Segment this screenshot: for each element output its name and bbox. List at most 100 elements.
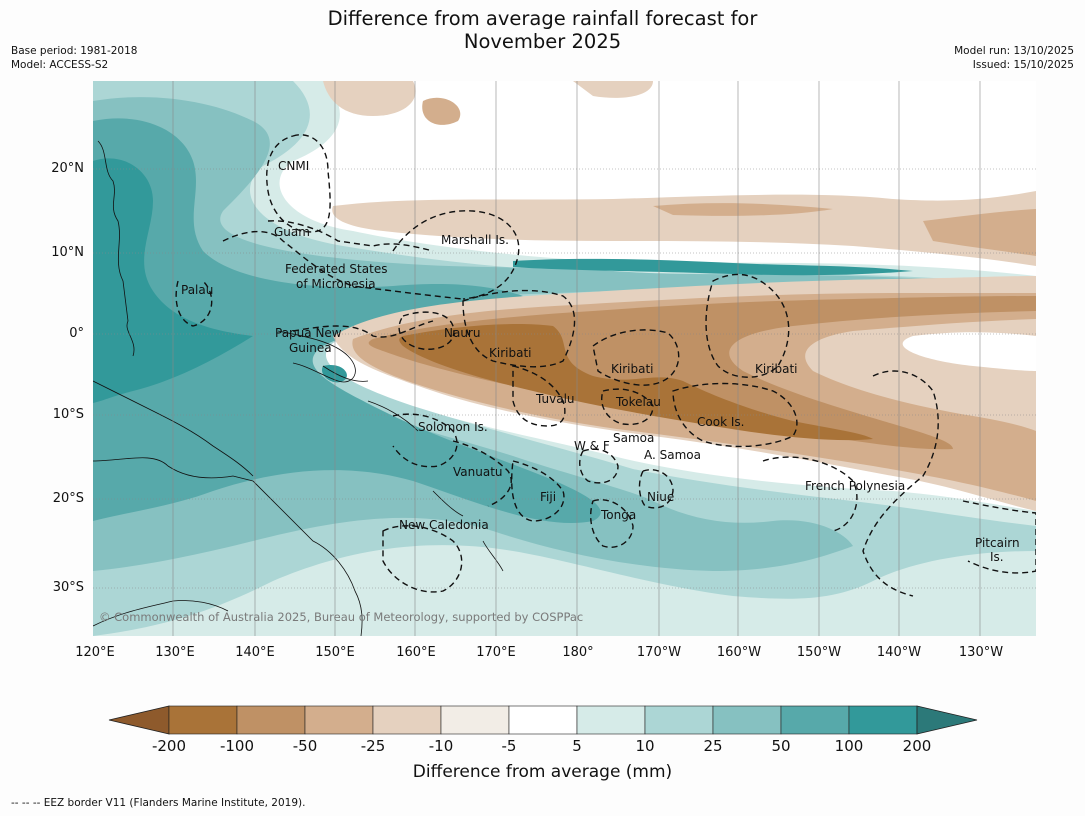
eez-french-polynesia-east [862,370,939,597]
colorbar-segment [576,705,646,735]
graticule [172,81,981,636]
colorbar-segment [304,705,374,735]
label-tuvalu: Tuvalu [536,392,575,406]
copyright-notice: © Commonwealth of Australia 2025, Bureau… [99,610,584,624]
base-period: Base period: 1981-2018 [11,45,138,57]
eez-kiribati-w [462,289,576,368]
eez-tuvalu [512,365,566,427]
label-fsm-line2: of Micronesia [296,277,376,291]
colorbar-segment [644,705,714,735]
label-guam: Guam [274,225,310,239]
colorbar-tick-label: -25 [360,737,386,755]
label-cook: Cook Is. [697,415,745,429]
label-kiribati-e: Kiribati [755,362,798,376]
colorbar-tick-label: 100 [834,737,864,755]
label-pitcairn-line2: Is. [990,550,1004,564]
lat-label-20s: 20°S [52,491,84,506]
colorbar-segment [440,705,510,735]
label-cnmi: CNMI [278,159,310,173]
wet-region-heavy [93,118,601,523]
lon-label-130e: 130°E [155,645,195,660]
label-new-caledonia: New Caledonia [399,518,489,532]
label-samoa: Samoa [613,431,655,445]
dry-patch-top2 [422,97,461,125]
dry-band-north-light [332,191,1036,266]
issued-date: Issued: 15/10/2025 [972,59,1074,71]
lat-label-10s: 10°S [52,407,84,422]
colorbar-extend-low [108,705,170,735]
coastlines [93,140,504,636]
colorbar-tick-label: -100 [219,737,255,755]
dry-band-north-mid [653,203,833,216]
lon-label-180: 180° [562,645,594,660]
label-pitcairn-line1: Pitcairn [975,536,1020,550]
eez-png-n [292,320,434,338]
lat-label-10n: 10°N [51,245,84,260]
label-tokelau: Tokelau [616,395,661,409]
eez-niue [638,469,674,509]
label-solomon: Solomon Is. [418,420,488,434]
title-line-1: Difference from average rainfall forecas… [327,7,758,30]
colorbar-tick-label: -5 [501,737,517,755]
eez-samoa [579,448,619,484]
eez-nauru [398,311,455,350]
label-wf: W & F [574,439,610,453]
label-nauru: Nauru [444,326,481,340]
label-niue: Niue [647,490,675,504]
colorbar-axis-label: Difference from average (mm) [412,762,673,782]
dry-patch-top1 [323,81,416,116]
model-name: Model: ACCESS-S2 [11,59,109,71]
dry-tongue-heavy [399,324,873,441]
map-svg [93,81,1036,636]
rainfall-map: CNMI Guam Marshall Is. Federated States … [93,81,1036,636]
colorbar-tick-label: 25 [703,737,723,755]
parallels [93,168,1036,589]
lat-label-30s: 30°S [52,580,84,595]
wet-band-north [513,258,913,276]
lon-label-150e: 150°E [315,645,355,660]
label-png-line1: Papua New [275,326,342,340]
colorbar-tick-label: -50 [292,737,318,755]
lon-label-130w: 130°W [958,645,1004,660]
lon-label-140w: 140°W [876,645,922,660]
lon-label-170e: 170°E [476,645,516,660]
eez-solomon [392,413,458,468]
label-french-polynesia: French Polynesia [805,479,906,493]
eez-tokelau [601,388,654,426]
eez-pitcairn [962,500,1036,574]
colorbar-segment [780,705,850,735]
wet-region-extreme [93,158,253,403]
lon-label-120e: 120°E [75,645,115,660]
eez-fsm-north [267,220,434,252]
run-info: Model run: 13/10/2025 Issued: 15/10/2025 [954,44,1074,72]
lon-label-160e: 160°E [396,645,436,660]
colorbar-segment [712,705,782,735]
colorbar-segment [168,705,238,735]
eez-palau [175,280,213,327]
label-palau: Palau [181,283,214,297]
eez-tonga [590,499,634,548]
lon-label-150w: 150°W [796,645,842,660]
colorbar-tick-label: 50 [771,737,791,755]
eez-fsm [222,230,464,300]
label-asamoa: A. Samoa [644,448,701,462]
title-line-2: November 2025 [463,30,622,53]
colorbar [108,705,978,735]
base-info: Base period: 1981-2018 Model: ACCESS-S2 [11,44,137,72]
eez-legend-note: -- -- -- EEZ border V11 (Flanders Marine… [11,797,306,809]
label-kiribati-c: Kiribati [611,362,654,376]
eez-vanuatu [452,440,512,507]
model-run-date: Model run: 13/10/2025 [954,45,1074,57]
eez-fiji [511,460,565,522]
colorbar-tick-label: 200 [902,737,932,755]
label-fsm-line1: Federated States [285,262,388,276]
map-title: Difference from average rainfall forecas… [0,7,1085,53]
eez-cook [672,382,798,448]
label-fiji: Fiji [540,490,557,504]
dry-patch-top3 [573,81,653,98]
lon-label-140e: 140°E [235,645,275,660]
colorbar-segment [848,705,918,735]
eez-borders [175,134,1036,597]
lat-label-20n: 20°N [51,161,84,176]
dry-band-ne [923,209,1036,256]
